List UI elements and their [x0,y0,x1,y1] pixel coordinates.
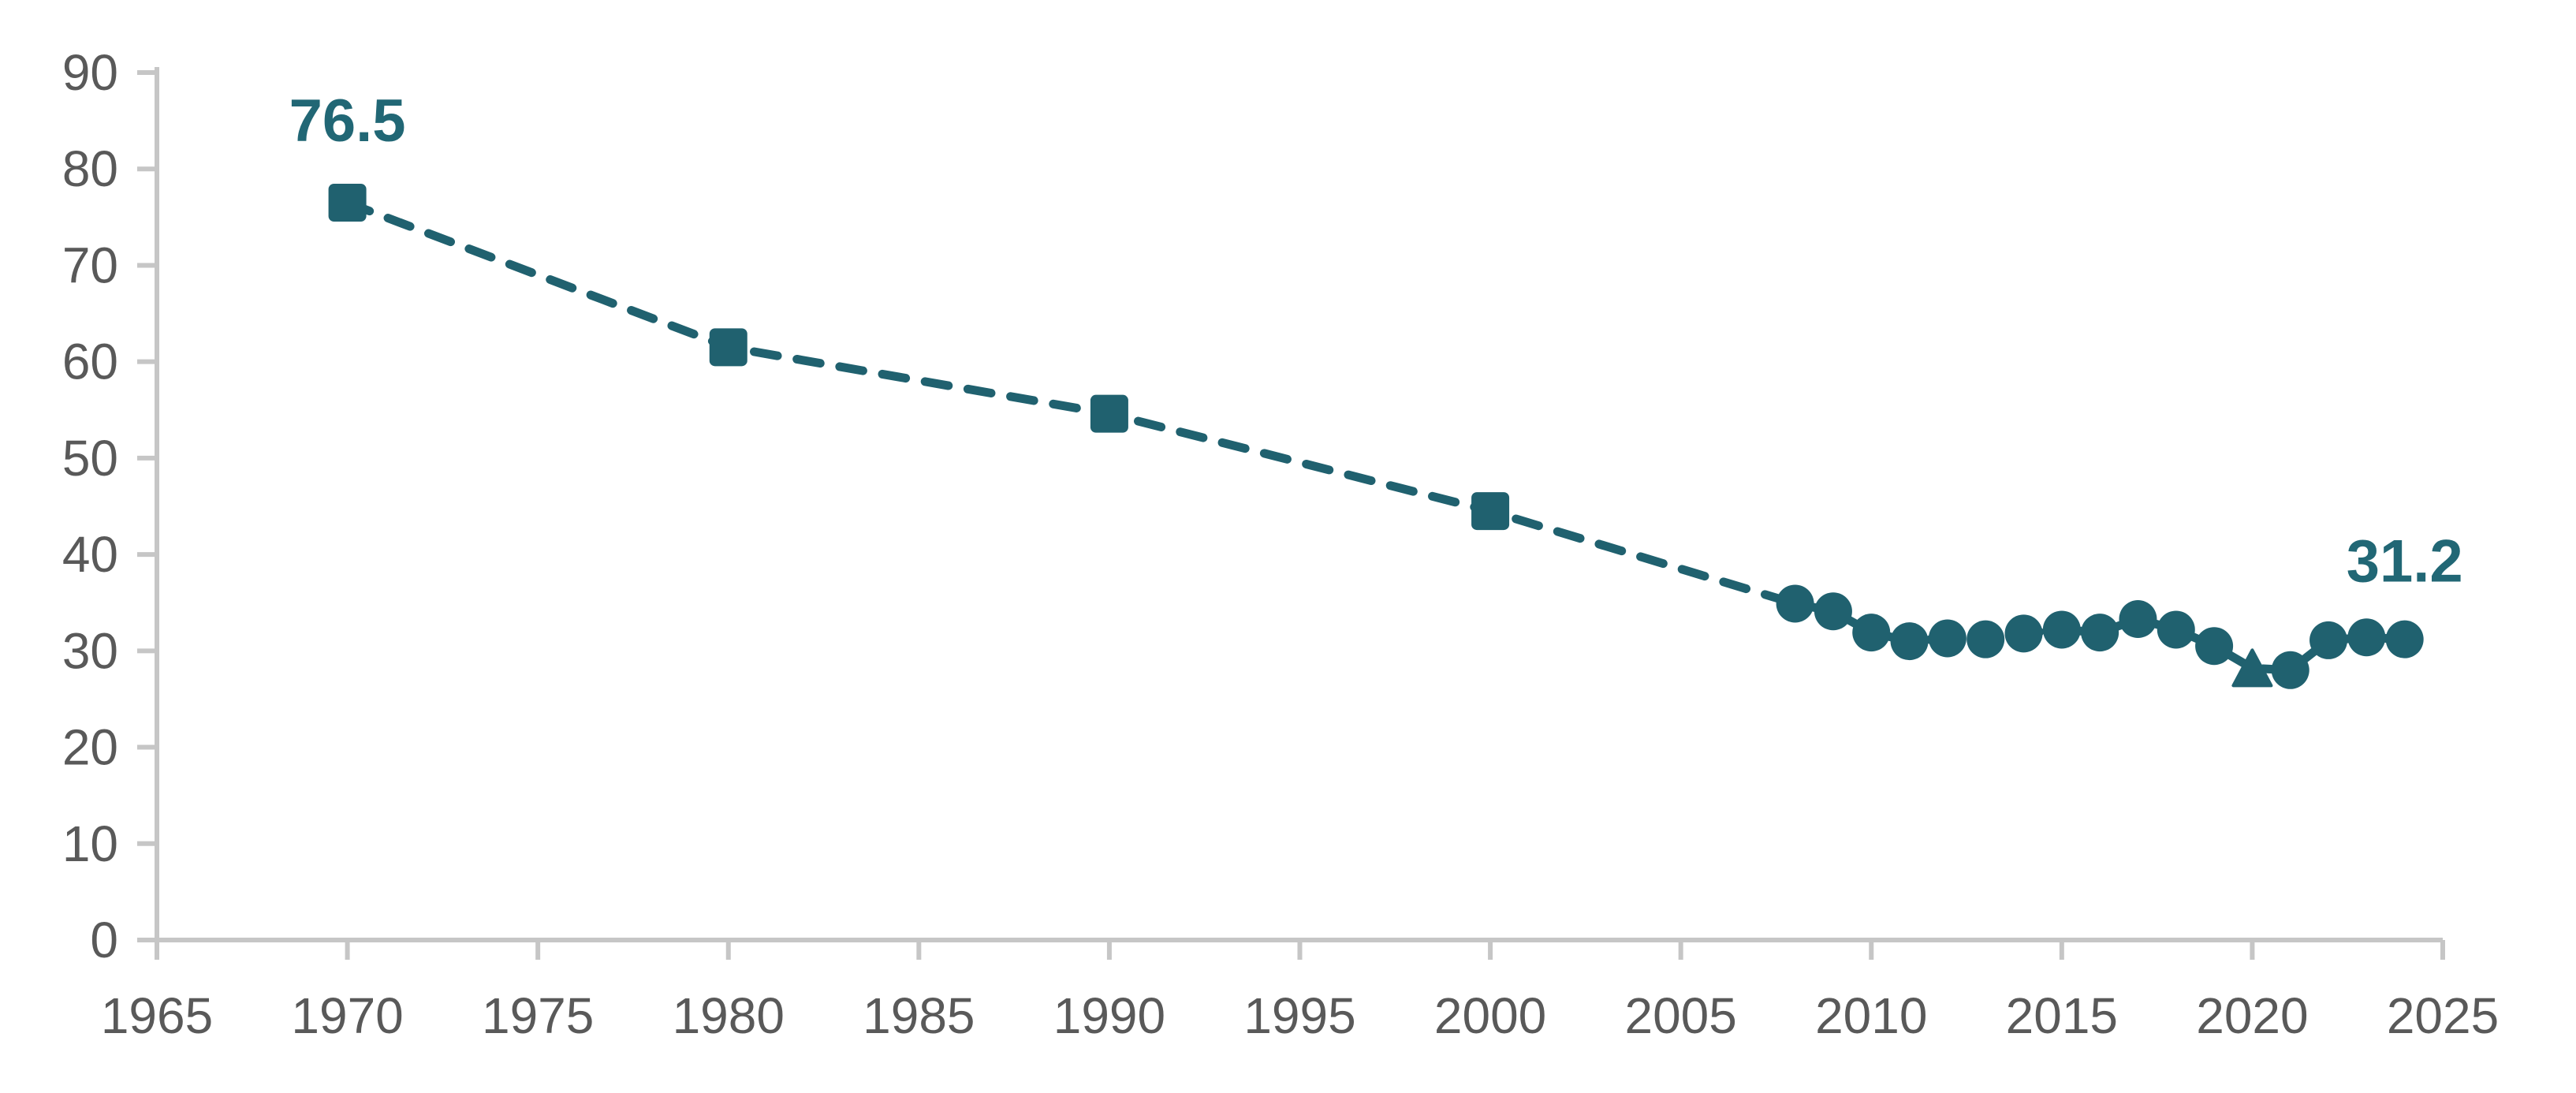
marker-1970-square [328,184,367,222]
y-tick-label: 70 [62,237,118,293]
marker-2015-circle [2042,610,2081,649]
marker-2022-circle [2309,621,2348,659]
marker-2009-circle [1814,592,1852,631]
x-tick-label: 1970 [291,987,403,1044]
y-tick-label: 90 [62,44,118,101]
x-tick-label: 1980 [673,987,785,1044]
data-label-end: 31.2 [2347,528,2463,595]
y-tick-label: 60 [62,334,118,390]
marker-1990-square [1090,394,1128,433]
x-tick-label: 1975 [482,987,594,1044]
x-tick-label: 1990 [1053,987,1165,1044]
marker-2000-square [1471,492,1510,531]
y-tick-label: 80 [62,140,118,197]
marker-2020-triangle [2231,648,2273,688]
y-tick-label: 20 [62,719,118,776]
x-tick-label: 2005 [1624,987,1736,1044]
y-tick-label: 30 [62,622,118,679]
data-label-start: 76.5 [289,88,406,155]
x-tick-label: 1995 [1243,987,1355,1044]
marker-2008-circle [1776,584,1814,623]
marker-2024-circle [2385,620,2424,658]
marker-2013-circle [1966,620,2005,658]
y-tick-label: 40 [62,526,118,583]
marker-2017-circle [2119,600,2157,639]
x-tick-label: 2020 [2196,987,2308,1044]
x-tick-label: 2025 [2387,987,2499,1044]
marker-2018-circle [2157,610,2195,649]
series-line [343,198,2410,675]
marker-2023-circle [2347,618,2386,657]
x-tick-label: 2000 [1434,987,1546,1044]
x-tick-label: 2010 [1815,987,1927,1044]
x-tick-label: 2015 [2006,987,2118,1044]
y-tick-label: 10 [62,815,118,872]
marker-2010-circle [1852,614,1891,652]
marker-2021-circle [2271,651,2309,689]
y-tick-label: 50 [62,430,118,487]
marker-1980-square [709,328,747,367]
marker-2011-circle [1890,622,1929,661]
marker-2012-circle [1928,619,1966,658]
x-tick-label: 1965 [101,987,213,1044]
x-tick-label: 1985 [863,987,975,1044]
marker-2019-circle [2195,627,2234,666]
marker-2014-circle [2004,614,2043,653]
y-tick-label: 0 [90,912,118,968]
marker-2016-circle [2081,614,2119,652]
